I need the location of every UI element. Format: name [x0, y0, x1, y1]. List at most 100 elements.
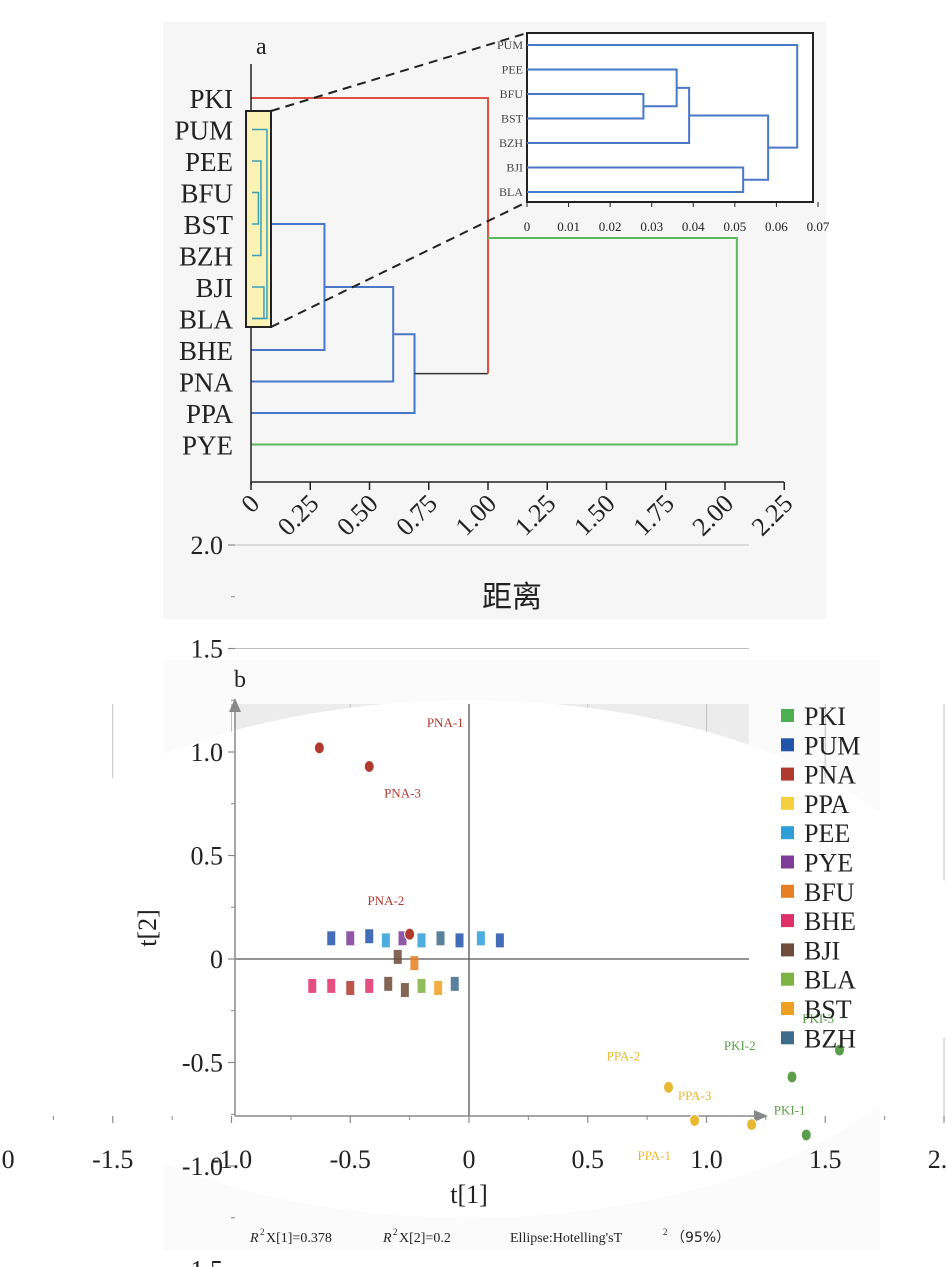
legend-swatch-pum: [781, 738, 794, 752]
inset-link-bji-bla: [527, 166, 745, 193]
inset-x-ticks: 0 0.01 0.02 0.03 0.04 0.05 0.06 0.07: [524, 202, 830, 234]
point-label-ppa-2: PPA-2: [607, 1048, 640, 1063]
legend-label-pna: PNA: [804, 761, 856, 790]
cluster-point-7: [455, 933, 464, 948]
cluster-point-13: [365, 978, 374, 993]
panel-b-score-plot: b -2.0 -1.5 -1.0 -0.5 0 0.5 1.0 1.5 2.0 2.0 1.5 1.0…: [0, 531, 946, 1267]
footer-t2-sup: 2: [663, 1227, 668, 1237]
inset-leaf-bzh: BZH: [499, 136, 523, 150]
inset-leaf-bji: BJI: [506, 161, 523, 175]
y-axis-title: t[2]: [133, 909, 162, 947]
point-ppa-2: [663, 1080, 674, 1094]
legend-swatch-bzh: [781, 1031, 794, 1045]
leaf-label-bfu: BFU: [180, 179, 233, 209]
leaf-label-bhe: BHE: [179, 336, 233, 366]
legend-label-ppa: PPA: [804, 790, 850, 819]
point-pna-2: [404, 927, 416, 941]
inset-x-tick-label-4: 0.04: [682, 219, 705, 234]
inset-leaf-pum: PUM: [497, 38, 523, 52]
legend-label-pye: PYE: [804, 849, 853, 878]
highlight-link-2: [252, 191, 260, 225]
leaf-label-bst: BST: [183, 210, 233, 240]
legend-swatch-pna: [781, 767, 794, 781]
cluster-point-17: [434, 980, 443, 995]
x-tick-label-8: 2.0: [928, 1145, 946, 1174]
zero-lines: [235, 704, 749, 1116]
cluster-point-6: [436, 931, 445, 946]
labeled-points: PNA-1 PNA-3 PNA-2 PPA-2 PPA-3 PPA-1 PKI-2 PKI-3…: [313, 715, 845, 1163]
point-ppa-1: [689, 1113, 701, 1127]
footer-ellipse-note: Ellipse:Hotelling'sT: [510, 1231, 623, 1246]
x-tick-label-5: 0.5: [572, 1145, 605, 1174]
cluster-point-8: [476, 931, 485, 946]
cluster-point-10: [308, 978, 317, 993]
y-tick-label-4: 0: [210, 945, 223, 974]
cluster-point-5: [417, 933, 426, 948]
leaf-label-pna: PNA: [179, 368, 234, 398]
x-tick-label-7: 1.5: [809, 1145, 842, 1174]
zoom-connector-bottom: [270, 201, 528, 328]
inset-links: [527, 44, 799, 193]
footer-r2-symbol-1: R: [249, 1231, 259, 1246]
highlight-link-3: [252, 286, 265, 320]
panel-a-label: a: [256, 34, 267, 60]
x-axis-arrow-icon: [754, 1110, 768, 1122]
axis-ticks: -2.0 -1.5 -1.0 -0.5 0 0.5 1.0 1.5 2.0 2.0 1.5 1.0 0.…: [0, 531, 946, 1267]
legend-label-pum: PUM: [804, 731, 860, 760]
y-tick-label-0: 2.0: [191, 531, 224, 560]
leaf-label-pye: PYE: [182, 431, 233, 461]
dendrogram-links: [251, 97, 738, 446]
cluster-point-4: [398, 931, 407, 946]
x-axis-title: t[1]: [450, 1180, 488, 1209]
inset-x-tick-label-0: 0: [524, 219, 531, 234]
leaf-label-bla: BLA: [179, 305, 234, 335]
y-tick-label-3: 0.5: [191, 842, 224, 871]
y-tick-label-5: -0.5: [182, 1049, 223, 1078]
cluster-points: [308, 929, 504, 998]
inset-x-tick-label-7: 0.07: [807, 219, 830, 234]
legend-swatch-bji: [781, 943, 794, 957]
cluster-point-19: [410, 956, 419, 971]
inset-link-pum: [527, 44, 799, 149]
x-tick-label-1: -1.5: [92, 1145, 133, 1174]
footer-r2x1: X[1]=0.378: [266, 1231, 332, 1246]
x-tick-label-0: -2.0: [0, 1145, 15, 1174]
point-ppa-3: [746, 1118, 758, 1132]
link-pye: [251, 237, 738, 446]
point-pki-1: [800, 1128, 812, 1142]
x-tick-label-6: 1.0: [690, 1145, 723, 1174]
legend-label-bla: BLA: [804, 966, 856, 995]
legend-swatch-bst: [781, 1002, 794, 1015]
highlight-link-1: [252, 160, 262, 257]
cluster-point-12: [346, 980, 355, 995]
inset-leaf-labels: PUM PEE BFU BST BZH BJI BLA: [497, 38, 524, 199]
cluster-point-9: [495, 933, 504, 948]
legend-swatch-ppa: [781, 796, 794, 810]
y-tick-label-2: 1.0: [191, 738, 224, 767]
legend-swatch-pee: [781, 826, 794, 840]
footer-r2-sup-2: 2: [393, 1227, 398, 1237]
x-tick-label-3: -0.5: [330, 1145, 371, 1174]
cluster-point-0: [327, 931, 336, 946]
footer-r2x2: X[2]=0.2: [399, 1231, 451, 1246]
cluster-point-16: [417, 978, 426, 993]
y-tick-label-6: -1.0: [182, 1152, 223, 1181]
x-axis-title: 距离: [482, 580, 542, 615]
legend-label-bst: BST: [804, 995, 852, 1024]
legend-label-pki: PKI: [804, 702, 846, 731]
cluster-point-11: [327, 978, 336, 993]
leaf-label-ppa: PPA: [186, 399, 234, 429]
legend-label-bhe: BHE: [804, 907, 856, 936]
legend-swatch-pki: [781, 709, 794, 722]
point-label-pna-3: PNA-3: [384, 786, 421, 801]
inset-x-tick-label-6: 0.06: [765, 219, 788, 234]
footer-ellipse-conf: （95%）: [671, 1230, 730, 1246]
footer-r2-symbol-2: R: [382, 1231, 392, 1246]
cluster-point-20: [393, 949, 402, 964]
leaf-label-bji: BJI: [195, 273, 233, 303]
point-pna-3: [363, 759, 375, 773]
